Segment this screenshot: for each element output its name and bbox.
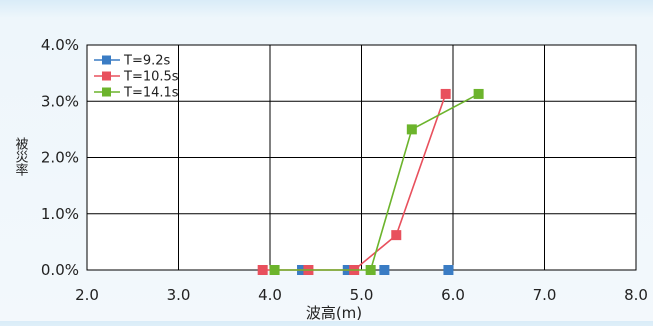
x-tick-label: 5.0 [350,286,374,304]
legend-label: T=10.5s [123,70,179,85]
data-point [473,88,484,99]
data-point [365,265,376,275]
data-point [443,265,454,275]
x-tick-label: 3.0 [167,286,191,304]
legend-label: T=14.1s [123,86,179,101]
x-tick-label: 7.0 [533,286,557,304]
data-point [379,265,390,275]
y-tick-label: 4.0% [41,36,79,54]
y-tick-label: 1.0% [41,205,79,223]
series-line [274,93,479,271]
x-tick-label: 8.0 [624,286,648,304]
data-point [406,124,417,135]
legend-label: T=9.2s [123,54,171,69]
y-tick-label: 3.0% [41,92,79,110]
series-2 [269,88,484,275]
y-axis-label: 被災率 [13,137,29,176]
x-axis-label: 波高(m) [306,304,362,321]
legend-marker [102,87,111,97]
legend-marker [102,55,111,65]
grid [86,44,637,271]
x-tick-label: 6.0 [441,286,465,304]
data-point [269,265,280,275]
x-tick-label: 4.0 [258,286,282,304]
legend: T=9.2sT=10.5sT=14.1s [94,54,179,101]
legend-item: T=14.1s [94,86,179,101]
tick-labels: 2.0 3.0 4.0 5.0 6.0 7.0 8.0 0.0% 1.0% 2.0% 3.0% 4.0… [41,36,648,304]
series-layer [257,88,484,275]
y-tick-label: 0.0% [41,261,79,279]
data-point [440,88,451,99]
data-point [257,265,268,275]
legend-item: T=9.2s [94,54,171,69]
y-tick-label: 2.0% [41,149,79,167]
legend-item: T=10.5s [94,70,179,85]
x-tick-label: 2.0 [75,286,99,304]
data-point [391,230,402,241]
legend-marker [102,71,111,81]
